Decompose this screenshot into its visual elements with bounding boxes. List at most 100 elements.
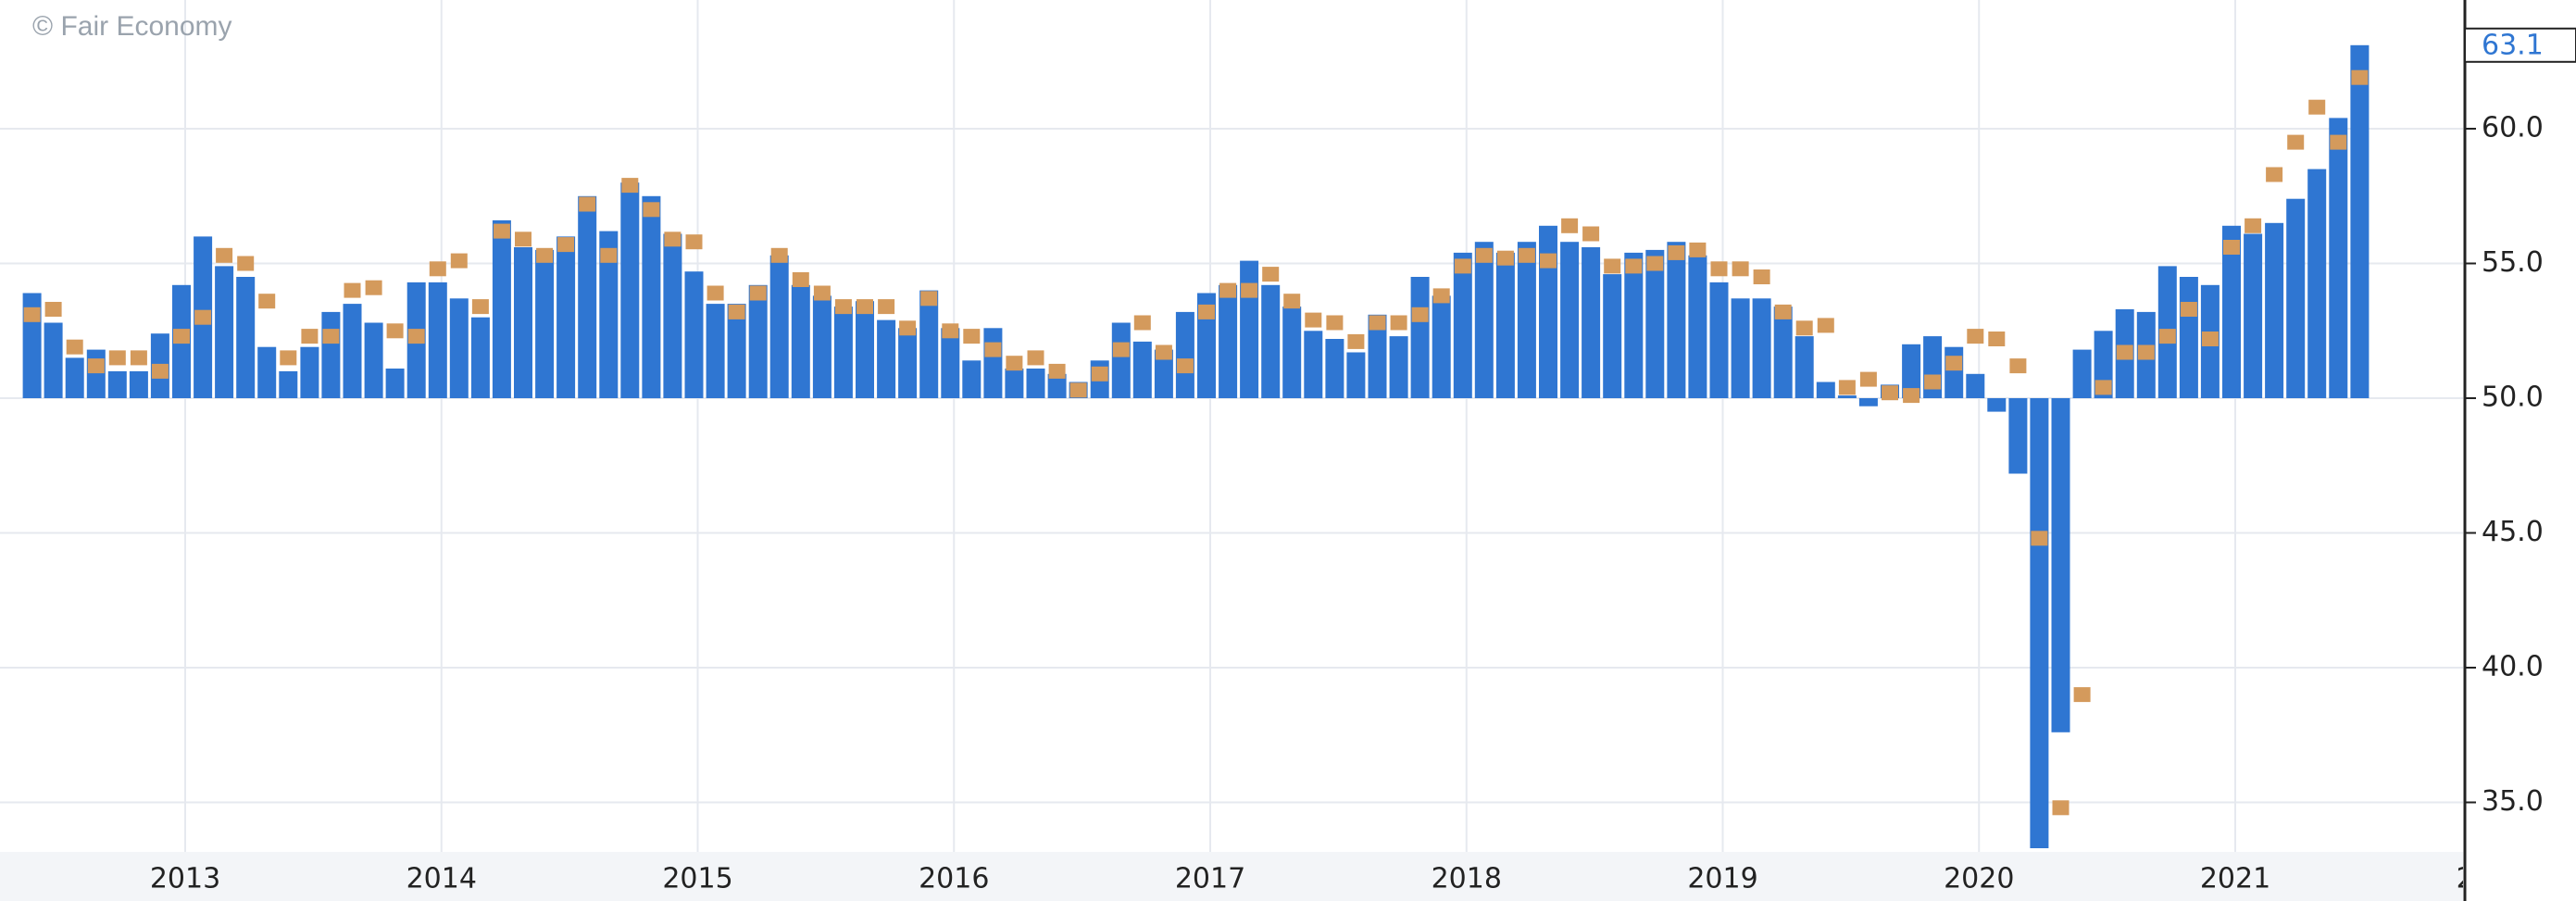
forecast-marker[interactable] (258, 294, 276, 309)
forecast-marker[interactable] (1006, 356, 1023, 371)
forecast-marker[interactable] (2158, 329, 2176, 344)
actual-bar[interactable] (236, 277, 256, 398)
actual-bar[interactable] (65, 357, 84, 398)
actual-bar[interactable] (1432, 295, 1451, 398)
forecast-marker[interactable] (1774, 304, 1792, 319)
forecast-marker[interactable] (237, 256, 255, 271)
forecast-marker[interactable] (1069, 382, 1087, 398)
forecast-marker[interactable] (1625, 258, 1643, 274)
forecast-marker[interactable] (1561, 218, 1579, 233)
actual-bar[interactable] (1517, 242, 1536, 398)
forecast-marker[interactable] (2180, 302, 2197, 317)
actual-bar[interactable] (2072, 349, 2092, 398)
actual-bar[interactable] (1773, 307, 1793, 398)
forecast-marker[interactable] (813, 285, 831, 301)
forecast-marker[interactable] (1475, 247, 1493, 263)
forecast-marker[interactable] (2223, 240, 2240, 255)
forecast-marker[interactable] (1091, 366, 1108, 382)
actual-bar[interactable] (1858, 398, 1878, 407)
forecast-marker[interactable] (1048, 363, 1066, 379)
actual-bar[interactable] (2329, 118, 2348, 399)
actual-bar[interactable] (1325, 339, 1344, 398)
actual-bar[interactable] (769, 255, 789, 398)
actual-bar[interactable] (492, 219, 511, 398)
forecast-marker[interactable] (1027, 350, 1044, 366)
actual-bar[interactable] (1539, 225, 1557, 398)
forecast-marker[interactable] (471, 299, 489, 315)
forecast-marker[interactable] (2351, 69, 2369, 85)
forecast-marker[interactable] (1112, 342, 1130, 357)
forecast-marker[interactable] (1945, 356, 1963, 371)
actual-bar[interactable] (1837, 395, 1857, 398)
actual-bar[interactable] (1731, 298, 1750, 398)
forecast-marker[interactable] (792, 272, 809, 287)
actual-bar[interactable] (1154, 349, 1173, 398)
actual-bar[interactable] (642, 195, 661, 399)
forecast-marker[interactable] (707, 285, 724, 301)
actual-bar[interactable] (2265, 222, 2284, 398)
actual-bar[interactable] (833, 307, 853, 398)
actual-bar[interactable] (257, 346, 277, 398)
actual-bar[interactable] (343, 304, 362, 398)
actual-bar[interactable] (1667, 242, 1686, 398)
forecast-marker[interactable] (1967, 329, 1984, 344)
actual-bar[interactable] (856, 301, 874, 398)
actual-bar[interactable] (1005, 369, 1024, 398)
forecast-marker[interactable] (728, 304, 745, 319)
actual-bar[interactable] (1304, 331, 1323, 399)
forecast-marker[interactable] (1283, 294, 1301, 309)
forecast-marker[interactable] (920, 291, 938, 307)
forecast-marker[interactable] (834, 299, 852, 315)
forecast-marker[interactable] (685, 234, 703, 250)
forecast-marker[interactable] (643, 202, 660, 218)
forecast-marker[interactable] (1753, 269, 1770, 284)
forecast-marker[interactable] (1988, 332, 2006, 346)
forecast-marker[interactable] (322, 329, 340, 344)
actual-bar[interactable] (1175, 311, 1194, 398)
forecast-marker[interactable] (344, 282, 361, 298)
actual-bar[interactable] (279, 370, 298, 398)
forecast-marker[interactable] (1540, 253, 1557, 269)
actual-bar[interactable] (428, 282, 447, 398)
forecast-marker[interactable] (1411, 307, 1429, 322)
forecast-marker[interactable] (1326, 315, 1344, 331)
forecast-marker[interactable] (557, 237, 575, 253)
actual-bar[interactable] (86, 349, 106, 398)
forecast-marker[interactable] (1219, 282, 1237, 298)
actual-bar[interactable] (1261, 284, 1281, 398)
actual-bar[interactable] (1582, 247, 1601, 398)
actual-bar[interactable] (1816, 382, 1835, 399)
actual-bar[interactable] (107, 370, 127, 398)
forecast-marker[interactable] (963, 329, 981, 344)
forecast-marker[interactable] (621, 178, 639, 194)
forecast-marker[interactable] (1817, 318, 1834, 333)
forecast-marker[interactable] (151, 363, 169, 379)
forecast-marker[interactable] (600, 247, 618, 263)
forecast-marker[interactable] (2073, 687, 2091, 703)
actual-bar[interactable] (364, 322, 383, 399)
forecast-marker[interactable] (301, 329, 319, 344)
actual-bar[interactable] (919, 290, 939, 398)
forecast-marker[interactable] (130, 350, 147, 366)
actual-bar[interactable] (1240, 260, 1259, 398)
actual-bar[interactable] (1410, 277, 1430, 398)
actual-bar[interactable] (2030, 398, 2049, 848)
forecast-marker[interactable] (770, 247, 788, 263)
forecast-marker[interactable] (749, 285, 767, 301)
actual-bar[interactable] (1966, 373, 1985, 398)
actual-bar[interactable] (2286, 198, 2306, 398)
actual-bar[interactable] (684, 271, 704, 398)
forecast-marker[interactable] (1241, 282, 1258, 298)
forecast-marker[interactable] (1432, 288, 1450, 304)
actual-bar[interactable] (877, 319, 896, 398)
forecast-marker[interactable] (1155, 344, 1172, 360)
actual-bar[interactable] (1346, 352, 1366, 399)
actual-bar[interactable] (1709, 282, 1729, 398)
forecast-marker[interactable] (1390, 315, 1407, 331)
forecast-marker[interactable] (2052, 800, 2070, 816)
forecast-marker[interactable] (1496, 250, 1514, 266)
forecast-marker[interactable] (2137, 344, 2155, 360)
forecast-marker[interactable] (1604, 258, 1621, 274)
forecast-marker[interactable] (365, 280, 382, 295)
actual-bar[interactable] (748, 284, 768, 398)
